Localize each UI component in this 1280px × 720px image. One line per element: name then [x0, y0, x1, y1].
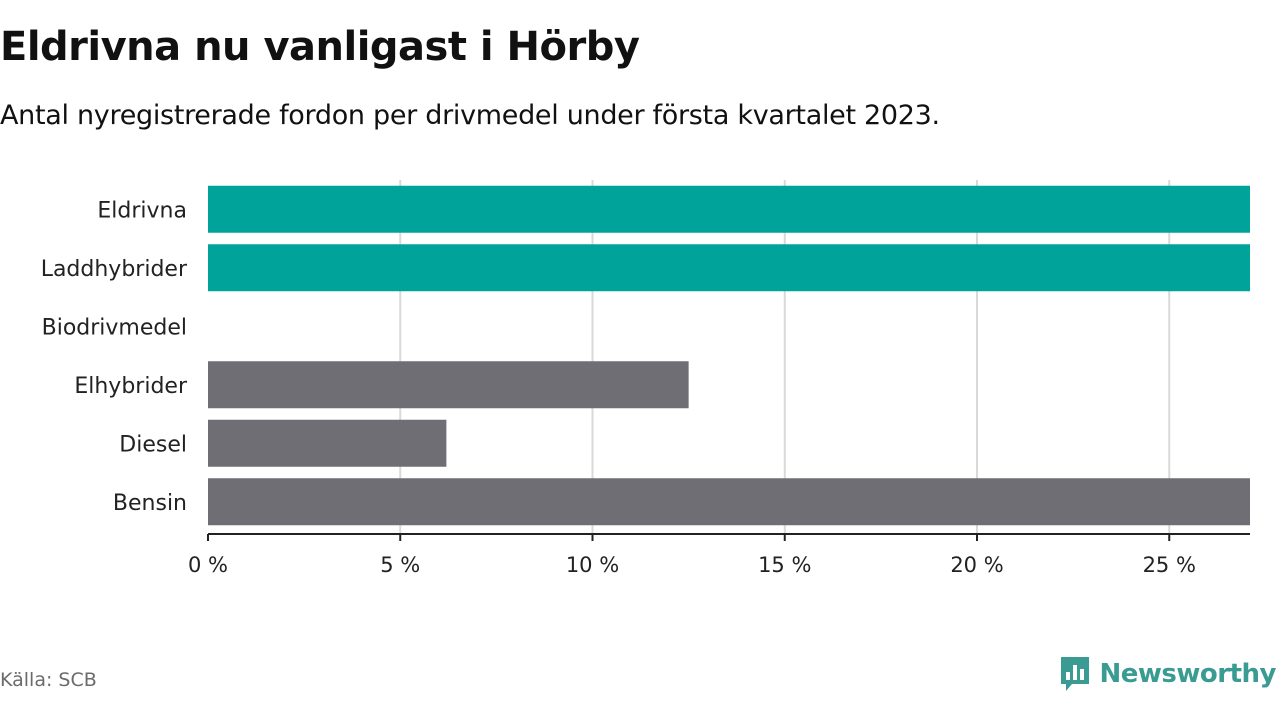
x-tick-label-5: 25 % [1143, 553, 1196, 577]
source-note: Källa: SCB [0, 669, 97, 691]
brand-logo[interactable]: Newsworthy [1058, 654, 1277, 694]
category-label-eldrivna: Eldrivna [97, 198, 187, 223]
category-label-biodrivmedel: Biodrivmedel [42, 315, 187, 340]
bar-chart: 0 % 5 % 10 % 15 % 20 % 25 % Eldrivna Laddhybri… [41, 180, 1250, 577]
bar-diesel[interactable] [208, 419, 447, 467]
chart-bubble-icon [1060, 657, 1089, 691]
category-label-laddhybrider: Laddhybrider [41, 257, 188, 282]
x-tick-label-3: 15 % [758, 553, 811, 577]
bar-bensin[interactable] [208, 478, 1250, 526]
category-label-diesel: Diesel [119, 432, 187, 457]
x-tick-label-0: 0 % [188, 553, 228, 577]
x-tick-label-1: 5 % [380, 553, 420, 577]
chart-title: Eldrivna nu vanligast i Hörby [0, 24, 640, 70]
brand-name: Newsworthy [1099, 659, 1277, 689]
grid-lines [399, 180, 1171, 534]
x-axis: 0 % 5 % 10 % 15 % 20 % 25 % [188, 533, 1250, 577]
bars [208, 185, 1250, 526]
x-tick-label-2: 10 % [566, 553, 619, 577]
bar-elhybrider[interactable] [208, 361, 689, 409]
x-tick-label-4: 20 % [950, 553, 1003, 577]
category-labels: Eldrivna Laddhybrider Biodrivmedel Elhybrid… [41, 198, 188, 516]
bar-laddhybrider[interactable] [208, 244, 1250, 292]
bar-eldrivna[interactable] [208, 185, 1250, 233]
chart-subtitle: Antal nyregistrerade fordon per drivmede… [0, 100, 940, 131]
category-label-elhybrider: Elhybrider [74, 374, 188, 399]
category-label-bensin: Bensin [113, 491, 187, 516]
